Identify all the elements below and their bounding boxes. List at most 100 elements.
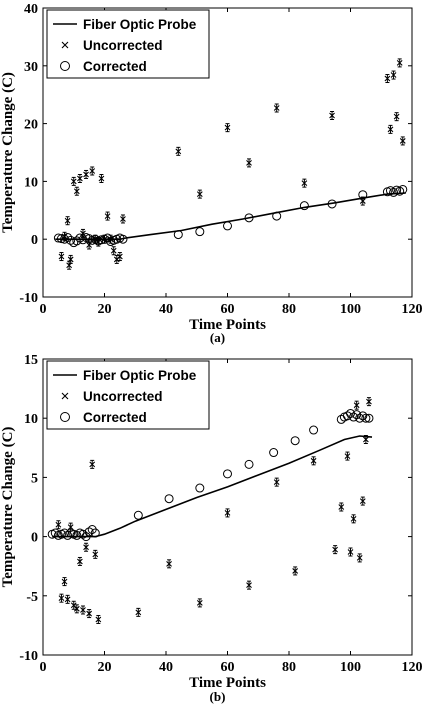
x-marker <box>55 521 62 528</box>
data-point-uncorrected <box>113 254 120 264</box>
x-marker <box>175 148 182 155</box>
data-point-uncorrected <box>89 166 96 176</box>
x-marker <box>273 105 280 111</box>
y-tick-label: -10 <box>19 291 38 306</box>
legend: Fiber Optic Probe Uncorrected Corrected <box>46 9 210 79</box>
data-point-corrected <box>195 483 205 493</box>
legend-label: Uncorrected <box>83 38 163 53</box>
data-point-uncorrected <box>98 174 105 184</box>
x-marker <box>246 582 252 589</box>
data-point-uncorrected <box>89 459 96 469</box>
x-marker <box>86 242 93 248</box>
x-marker <box>310 457 317 464</box>
y-tick-label: 0 <box>31 531 38 546</box>
data-point-corrected <box>60 528 70 538</box>
data-point-corrected <box>364 413 374 423</box>
data-point-uncorrected <box>67 522 74 532</box>
x-marker <box>347 549 354 555</box>
legend-label: Uncorrected <box>83 389 163 404</box>
data-point-corrected <box>133 510 143 520</box>
x-marker <box>135 609 142 616</box>
data-point-corrected <box>173 230 183 240</box>
data-point-corrected <box>223 221 232 231</box>
x-marker <box>362 436 369 443</box>
data-point-uncorrected <box>396 58 403 68</box>
data-point-uncorrected <box>58 593 65 603</box>
y-tick-label: 30 <box>24 60 38 75</box>
x-marker <box>92 551 99 558</box>
x-marker <box>80 607 86 613</box>
legend-swatch-circle <box>60 412 70 422</box>
data-point-uncorrected <box>86 609 93 619</box>
y-tick-label: 20 <box>24 118 38 133</box>
data-point-corrected <box>164 494 174 504</box>
data-point-uncorrected <box>356 553 363 563</box>
data-point-corrected <box>398 184 408 194</box>
data-point-uncorrected <box>246 580 252 590</box>
x-marker <box>338 504 345 510</box>
x-marker <box>393 113 400 120</box>
data-point-uncorrected <box>116 252 123 262</box>
x-marker <box>64 596 71 603</box>
x-marker <box>104 213 111 219</box>
x-tick-label: 80 <box>282 660 296 675</box>
x-tick-label: 40 <box>159 660 173 675</box>
x-marker <box>224 124 231 131</box>
x-tick-label: 20 <box>98 302 112 317</box>
data-point-uncorrected <box>366 397 372 407</box>
x-marker <box>196 191 203 198</box>
data-point-uncorrected <box>73 604 80 614</box>
data-point-uncorrected <box>120 214 126 224</box>
data-point-uncorrected <box>83 169 89 179</box>
legend-box <box>46 9 210 79</box>
x-tick-label: 60 <box>221 660 235 675</box>
data-point-corrected <box>118 234 128 244</box>
x-tick-label: 100 <box>340 660 361 675</box>
data-point-corrected <box>195 227 205 237</box>
x-marker <box>110 247 117 254</box>
x-marker <box>116 253 123 260</box>
y-tick-label: -10 <box>19 649 38 664</box>
x-tick-label: 120 <box>402 302 423 317</box>
x-marker <box>359 498 366 504</box>
data-point-uncorrected <box>359 496 366 506</box>
data-point-uncorrected <box>70 176 77 186</box>
data-point-corrected <box>342 411 352 421</box>
data-point-uncorrected <box>80 605 86 615</box>
y-axis-label: Temperature Change (C) <box>0 427 16 588</box>
x-marker <box>390 72 397 78</box>
x-marker <box>67 256 74 263</box>
x-marker <box>89 168 96 174</box>
x-marker <box>196 600 203 606</box>
x-tick-label: 80 <box>282 302 296 317</box>
legend-box <box>46 360 210 430</box>
y-tick-label: 15 <box>24 353 38 368</box>
data-point-uncorrected <box>387 124 394 134</box>
data-point-uncorrected <box>329 111 335 121</box>
y-tick-label: 10 <box>24 175 38 190</box>
data-point-uncorrected <box>273 477 280 487</box>
data-point-corrected <box>50 528 60 538</box>
x-marker <box>70 178 77 185</box>
data-point-uncorrected <box>246 158 252 168</box>
data-point-uncorrected <box>273 103 280 113</box>
x-tick-label: 20 <box>98 660 112 675</box>
x-marker <box>73 188 80 195</box>
data-point-corrected <box>66 235 76 245</box>
data-point-uncorrected <box>224 123 231 133</box>
y-tick-label: 0 <box>31 233 38 248</box>
y-tick-label: 40 <box>24 2 38 17</box>
x-marker <box>83 171 89 178</box>
x-tick-label: 60 <box>221 302 235 317</box>
data-point-corrected <box>349 412 359 422</box>
data-point-corrected <box>63 530 73 540</box>
data-point-uncorrected <box>196 189 203 199</box>
data-point-corrected <box>223 469 232 479</box>
data-point-corrected <box>290 436 300 446</box>
x-tick-label: 100 <box>340 302 361 317</box>
data-point-corrected <box>355 413 365 423</box>
x-marker <box>344 453 351 459</box>
x-marker <box>396 60 403 66</box>
